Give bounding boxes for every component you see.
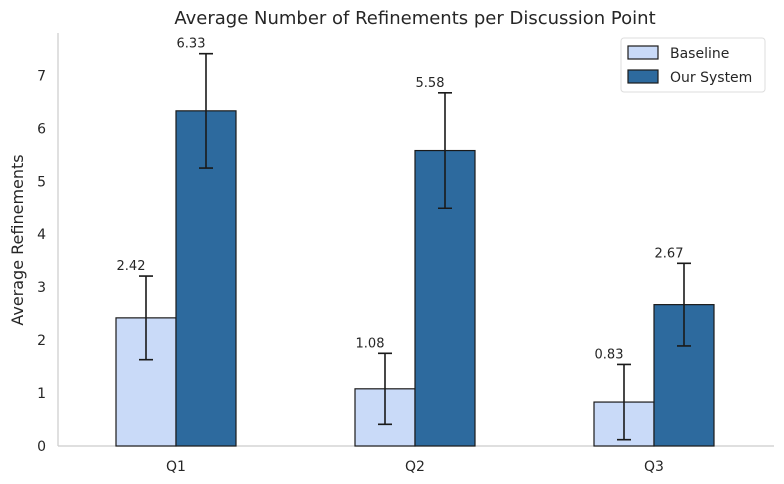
data-label-baseline-q1: 2.42: [117, 259, 146, 274]
legend: Baseline Our System: [620, 37, 766, 93]
data-label-baseline-q3: 0.83: [595, 347, 624, 362]
y-ticks: 0 1 2 3 4 5 6 7: [37, 68, 46, 455]
y-tick-label-6: 6: [37, 121, 46, 137]
error-bar-baseline-q1: [139, 275, 153, 361]
y-tick-label-5: 5: [37, 174, 46, 190]
x-ticks: Q1 Q2 Q3: [166, 459, 664, 475]
x-tick-label-q2: Q2: [405, 459, 425, 475]
data-label-our-system-q2: 5.58: [416, 76, 445, 91]
data-label-our-system-q1: 6.33: [177, 37, 206, 52]
x-tick-label-q1: Q1: [166, 459, 186, 475]
legend-label-our-system: Our System: [670, 70, 752, 86]
y-tick-label-0: 0: [37, 439, 46, 455]
y-tick-label-7: 7: [37, 68, 46, 84]
legend-swatch-our-system: [627, 69, 659, 84]
y-tick-label-1: 1: [37, 386, 46, 402]
legend-label-baseline: Baseline: [670, 46, 729, 62]
error-bar-our-system-q1: [199, 52, 213, 169]
error-bar-our-system-q2: [438, 92, 452, 210]
chart-title: Average Number of Refinements per Discus…: [174, 8, 655, 29]
y-tick-label-4: 4: [37, 227, 46, 243]
data-labels-group: 2.42 1.08 0.83 6.33 5.58 2.67: [117, 37, 684, 363]
x-tick-label-q3: Q3: [644, 459, 664, 475]
legend-swatch-baseline: [627, 45, 659, 60]
error-bar-our-system-q3: [677, 262, 691, 347]
y-axis-label: Average Refinements: [8, 154, 27, 325]
y-tick-label-3: 3: [37, 280, 46, 296]
data-label-our-system-q3: 2.67: [655, 246, 684, 261]
error-bar-baseline-q2: [378, 352, 392, 426]
y-tick-label-2: 2: [37, 333, 46, 349]
data-label-baseline-q2: 1.08: [356, 336, 385, 351]
error-bar-baseline-q3: [617, 363, 631, 441]
error-bars-group: [139, 52, 691, 441]
